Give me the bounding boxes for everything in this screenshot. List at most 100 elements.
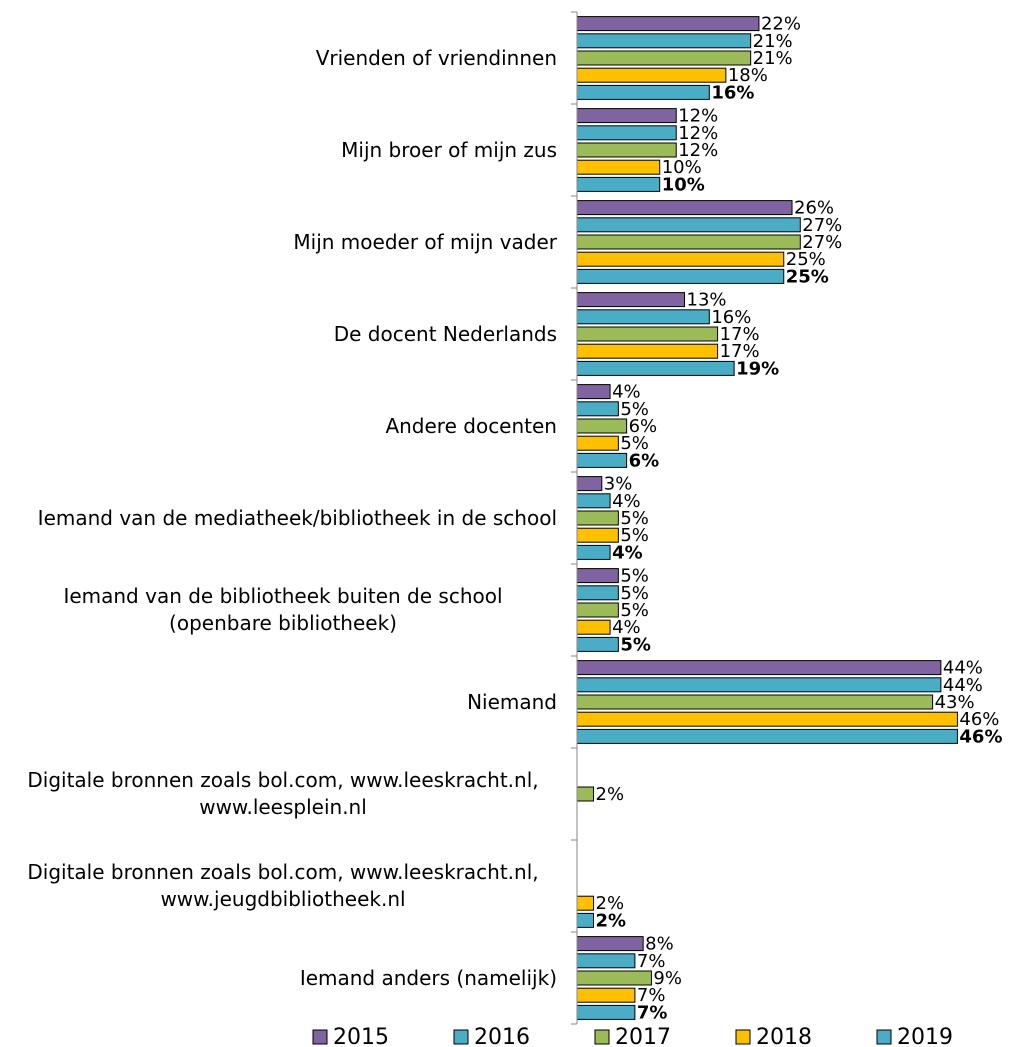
data-label: 5%: [620, 566, 649, 587]
data-label: 4%: [612, 542, 643, 563]
legend-label: 2015: [333, 1025, 389, 1047]
data-label: 7%: [637, 1002, 668, 1023]
bar: [576, 527, 619, 543]
bar: [576, 292, 686, 308]
data-label: 5%: [620, 600, 649, 621]
bar: [576, 142, 677, 158]
bar: [576, 125, 677, 141]
bar: [576, 1004, 636, 1020]
bar: [576, 694, 934, 710]
category-label-box: Mijn moeder of mijn vader: [0, 196, 557, 288]
category-label-box: Andere docenten: [0, 380, 557, 472]
legend-label: 2016: [474, 1025, 530, 1047]
bar: [576, 343, 719, 359]
data-label: 3%: [604, 474, 633, 495]
bar: [576, 476, 603, 492]
bar: [576, 360, 735, 376]
bar: [576, 970, 652, 986]
category-label: Iemand van de mediatheek/bibliotheek in …: [37, 505, 557, 530]
data-label: 8%: [645, 934, 674, 955]
bar: [576, 251, 785, 267]
bar: [576, 728, 958, 744]
bar: [576, 895, 595, 911]
data-label: 13%: [687, 290, 727, 311]
category-label-box: Niemand: [0, 656, 557, 748]
bar: [576, 67, 727, 83]
data-label: 46%: [959, 709, 999, 730]
data-label: 17%: [720, 324, 760, 345]
category-label: Niemand: [467, 689, 557, 714]
data-label: 25%: [786, 249, 826, 270]
data-label: 16%: [711, 307, 751, 328]
data-label: 44%: [943, 658, 983, 679]
bar: [576, 33, 752, 49]
bar: [576, 200, 793, 216]
legend-swatch: [735, 1029, 751, 1045]
legend-label: 2019: [897, 1025, 953, 1047]
category-label-box: Mijn broer of mijn zus: [0, 104, 557, 196]
data-label: 22%: [761, 14, 801, 35]
data-label: 19%: [736, 358, 779, 379]
category-label-box: Digitale bronnen zoals bol.com, www.lees…: [0, 840, 557, 932]
category-label-box: Iemand van de mediatheek/bibliotheek in …: [0, 472, 557, 564]
data-label: 18%: [728, 65, 768, 86]
bar: [576, 636, 619, 652]
category-label-box: Vrienden of vriendinnen: [0, 12, 557, 104]
category-label-box: Iemand van de bibliotheek buiten de scho…: [0, 564, 557, 656]
data-label: 6%: [629, 416, 658, 437]
data-label: 5%: [620, 433, 649, 454]
data-label: 4%: [612, 382, 641, 403]
data-label: 16%: [711, 82, 754, 103]
bar: [576, 50, 752, 66]
bar: [576, 953, 636, 969]
legend-swatch: [876, 1029, 892, 1045]
bar: [576, 84, 710, 100]
category-label: De docent Nederlands: [333, 321, 557, 346]
bar: [576, 326, 719, 342]
bar: [576, 268, 785, 284]
data-label: 27%: [802, 232, 842, 253]
category-label: Vrienden of vriendinnen: [315, 45, 557, 70]
category-label: Iemand anders (namelijk): [299, 965, 557, 990]
data-label: 4%: [612, 491, 641, 512]
bar: [576, 384, 611, 400]
bar: [576, 786, 595, 802]
bar: [576, 711, 958, 727]
legend-swatch: [312, 1029, 328, 1045]
data-label: 2%: [596, 910, 627, 931]
data-label: 10%: [662, 157, 702, 178]
bar: [576, 493, 611, 509]
bar: [576, 585, 619, 601]
bar: [576, 108, 677, 124]
legend-swatch: [594, 1029, 610, 1045]
data-label: 21%: [753, 48, 793, 69]
bar: [576, 660, 942, 676]
data-label: 5%: [620, 399, 649, 420]
data-label: 44%: [943, 675, 983, 696]
category-label: Mijn broer of mijn zus: [341, 137, 557, 162]
bar: [576, 677, 942, 693]
data-label: 7%: [637, 951, 666, 972]
data-label: 27%: [802, 215, 842, 236]
category-label-box: Iemand anders (namelijk): [0, 932, 557, 1024]
bar: [576, 987, 636, 1003]
data-label: 9%: [653, 968, 682, 989]
data-label: 25%: [786, 266, 829, 287]
data-label: 46%: [959, 726, 1002, 747]
data-label: 43%: [935, 692, 975, 713]
bar: [576, 176, 661, 192]
data-label: 10%: [662, 174, 705, 195]
data-label: 2%: [596, 784, 625, 805]
data-label: 12%: [678, 123, 718, 144]
data-label: 5%: [620, 634, 651, 655]
category-label: Iemand van de bibliotheek buiten de scho…: [63, 584, 503, 635]
data-label: 2%: [596, 893, 625, 914]
data-label: 21%: [753, 31, 793, 52]
bar: [576, 568, 619, 584]
bar: [576, 936, 644, 952]
legend-label: 2017: [615, 1025, 671, 1047]
data-label: 17%: [720, 341, 760, 362]
data-label: 5%: [620, 583, 649, 604]
data-label: 4%: [612, 617, 641, 638]
bar: [576, 452, 628, 468]
